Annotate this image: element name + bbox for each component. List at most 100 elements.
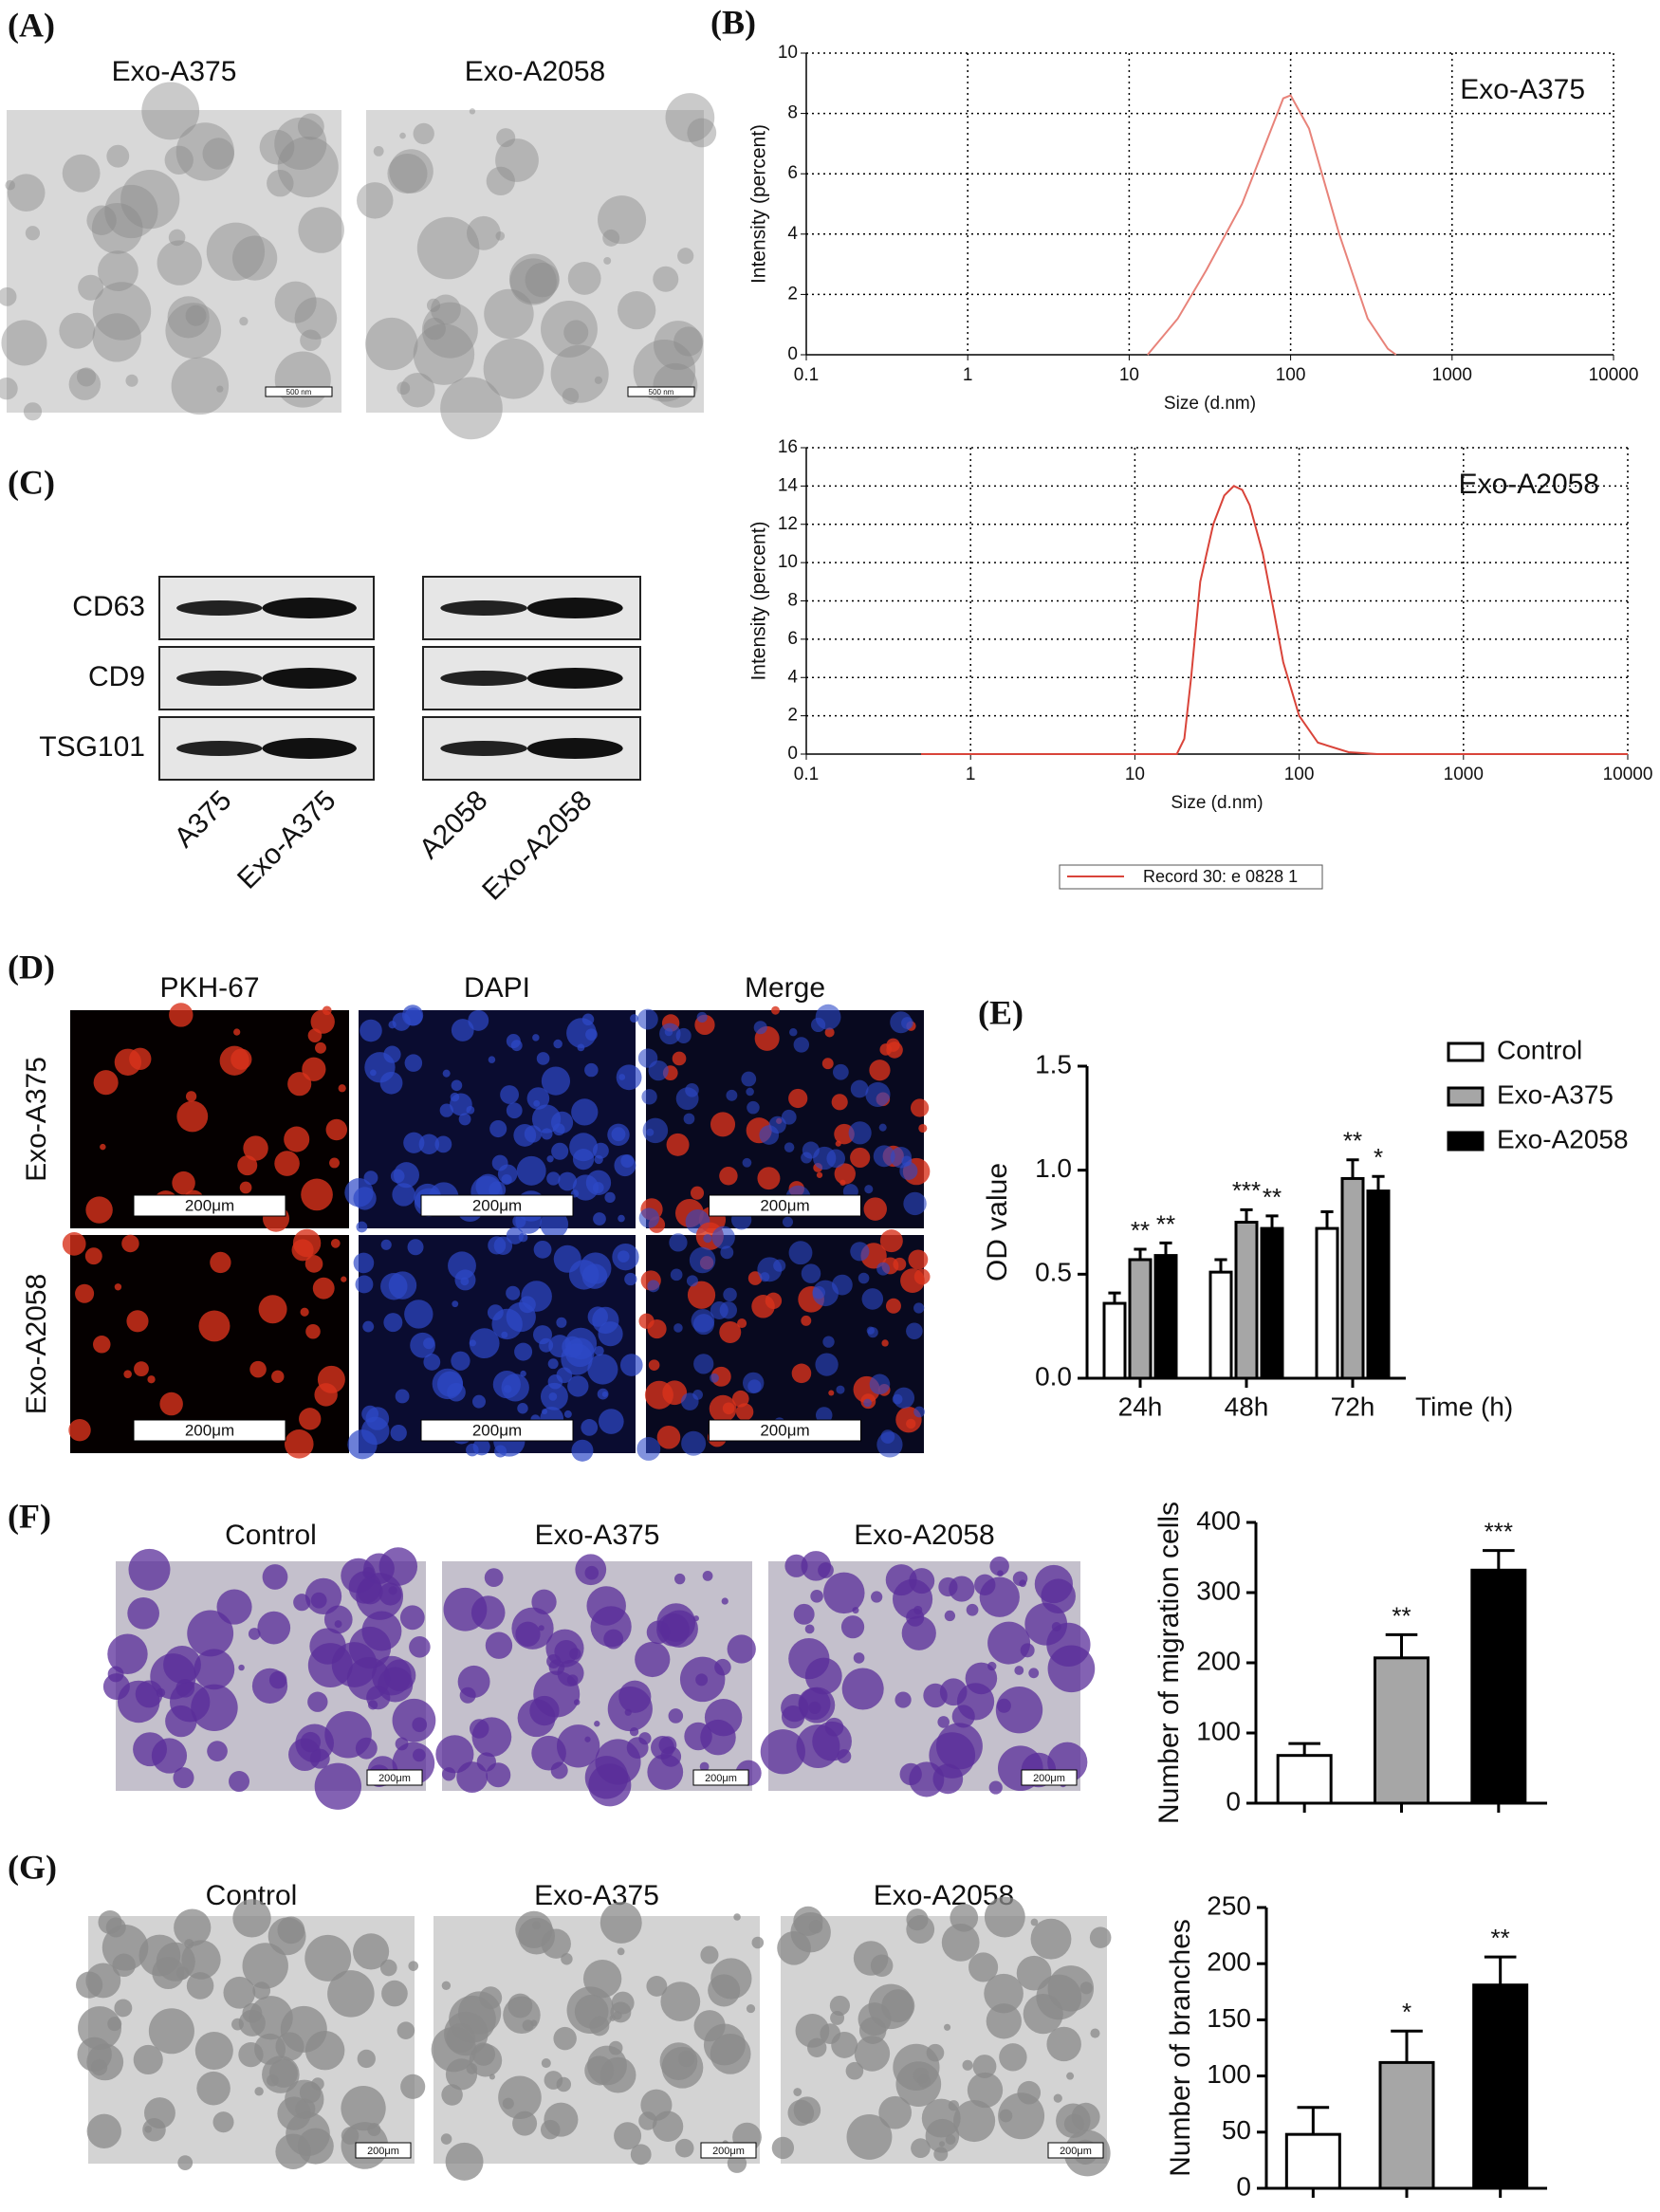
- cell: [107, 1633, 148, 1674]
- significance-label: **: [1263, 1183, 1282, 1211]
- cell: [93, 1070, 119, 1096]
- nucleus: [689, 1246, 716, 1274]
- cell: [618, 1680, 652, 1713]
- cell: [601, 1391, 608, 1397]
- scale-bar: [265, 386, 333, 397]
- cell: [78, 2006, 122, 2051]
- cell: [816, 1171, 823, 1178]
- cell: [159, 1392, 183, 1416]
- bar: [1340, 1176, 1365, 1380]
- cell: [923, 1683, 948, 1708]
- cell: [305, 1323, 321, 1339]
- legend-swatch: [1447, 1041, 1485, 1062]
- cell: [572, 1148, 595, 1171]
- cell: [553, 1039, 563, 1049]
- cell: [566, 1018, 597, 1048]
- cell: [962, 2059, 973, 2071]
- cell: [604, 1191, 616, 1204]
- cell: [390, 1169, 405, 1184]
- cell: [799, 1687, 836, 1724]
- cell: [147, 1375, 156, 1384]
- cell: [194, 2031, 233, 2070]
- cell: [546, 1653, 562, 1668]
- cell: [369, 1069, 377, 1077]
- cell: [790, 1911, 831, 1953]
- cell: [172, 1171, 195, 1195]
- y-tick-label: 2: [787, 284, 798, 304]
- cell: [823, 1572, 865, 1614]
- cell: [871, 1591, 883, 1603]
- cell: [525, 262, 560, 298]
- cell: [268, 1670, 287, 1689]
- cell: [373, 145, 384, 157]
- cell: [324, 1711, 372, 1759]
- cell: [362, 1566, 375, 1579]
- nucleus: [742, 1372, 765, 1394]
- cell: [175, 1678, 195, 1698]
- nucleus: [811, 1017, 826, 1033]
- cell: [908, 1249, 929, 1270]
- nucleus: [906, 1322, 923, 1340]
- nucleus: [878, 1123, 887, 1132]
- cell: [540, 1209, 569, 1239]
- cell: [693, 2010, 726, 2042]
- cell: [901, 1615, 936, 1650]
- cell: [239, 317, 249, 326]
- cell: [653, 266, 679, 292]
- cell: [616, 1064, 642, 1091]
- cell: [571, 1439, 594, 1462]
- cell: [501, 1373, 529, 1402]
- cell: [619, 1354, 643, 1376]
- cell: [312, 1277, 335, 1300]
- cell: [554, 1639, 579, 1664]
- cell: [271, 1370, 285, 1383]
- cell: [541, 1128, 553, 1140]
- significance-label: **: [1343, 1127, 1362, 1155]
- nucleus: [848, 1121, 872, 1145]
- nucleus: [876, 1431, 903, 1458]
- cell: [311, 2077, 324, 2091]
- cell: [603, 1629, 624, 1650]
- cell: [562, 387, 580, 405]
- cell: [440, 2133, 452, 2145]
- scale-bar: [1021, 1769, 1078, 1786]
- error-bar: [1214, 1258, 1227, 1273]
- cell: [656, 1425, 681, 1449]
- x-tick-label: 0.1: [794, 365, 819, 385]
- cell: [610, 2001, 632, 2023]
- nucleus: [638, 1207, 659, 1228]
- cell: [1047, 1965, 1095, 2012]
- band: [176, 600, 263, 616]
- cell: [584, 1062, 599, 1078]
- cell: [148, 2008, 194, 2055]
- protein-label: TSG101: [39, 731, 145, 763]
- band: [526, 668, 623, 689]
- scale-bar-label: 200μm: [712, 2146, 745, 2157]
- bar: [1260, 1226, 1284, 1380]
- cell: [587, 1354, 618, 1385]
- cell: [173, 1767, 194, 1789]
- y-axis-title: Number of migration cells: [1153, 1502, 1185, 1824]
- legend-label: Exo-A2058: [1497, 1124, 1629, 1153]
- scale-bar-label: 200μm: [367, 2146, 399, 2157]
- cell: [167, 296, 210, 339]
- cell: [212, 2111, 234, 2133]
- cell: [987, 1621, 1031, 1665]
- cell: [677, 248, 694, 265]
- cell: [62, 1232, 86, 1256]
- panel-label: (E): [978, 993, 1024, 1031]
- cell: [399, 132, 406, 139]
- nucleus: [757, 1257, 783, 1282]
- cell: [476, 1752, 496, 1772]
- scale-bar-label: 200μm: [185, 1421, 234, 1439]
- cell: [353, 1252, 375, 1274]
- legend-swatch: [1447, 1131, 1485, 1152]
- cell: [5, 179, 15, 191]
- cell: [175, 122, 234, 181]
- cell: [699, 1761, 710, 1772]
- cell: [468, 1009, 489, 1031]
- cell: [129, 1047, 152, 1070]
- cell: [967, 2072, 1004, 2109]
- nucleus: [793, 1037, 810, 1053]
- cell: [301, 1178, 333, 1211]
